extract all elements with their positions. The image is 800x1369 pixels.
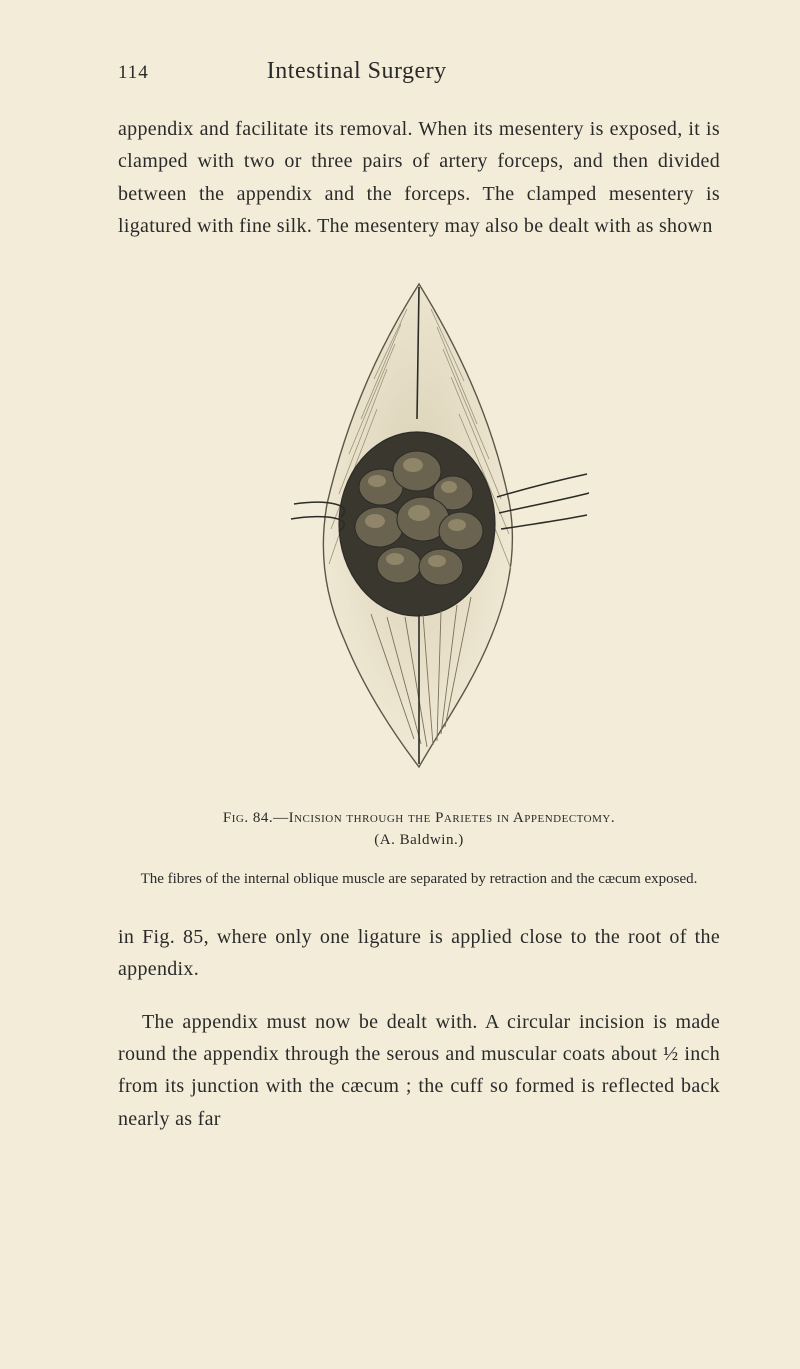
figure-caption: Fig. 84.—Incision through the Parietes i… xyxy=(118,807,720,852)
figure-note: The fibres of the internal oblique muscl… xyxy=(118,868,720,891)
page-header: 114 Intestinal Surgery xyxy=(118,58,720,85)
figure-caption-author: (A. Baldwin.) xyxy=(374,832,463,848)
page-number: 114 xyxy=(118,62,149,84)
body-paragraph-2: in Fig. 85, where only one ligature is a… xyxy=(118,921,720,986)
figure-84: Fig. 84.—Incision through the Parietes i… xyxy=(118,269,720,891)
page-container: 114 Intestinal Surgery appendix and faci… xyxy=(0,0,800,1369)
chapter-title: Intestinal Surgery xyxy=(267,58,447,85)
figure-caption-main: Fig. 84.—Incision through the Parietes i… xyxy=(223,810,615,826)
body-paragraph-1: appendix and facilitate its removal. Whe… xyxy=(118,113,720,243)
body-paragraph-3: The appendix must now be dealt with. A c… xyxy=(118,1006,720,1136)
anatomical-illustration xyxy=(209,269,629,779)
